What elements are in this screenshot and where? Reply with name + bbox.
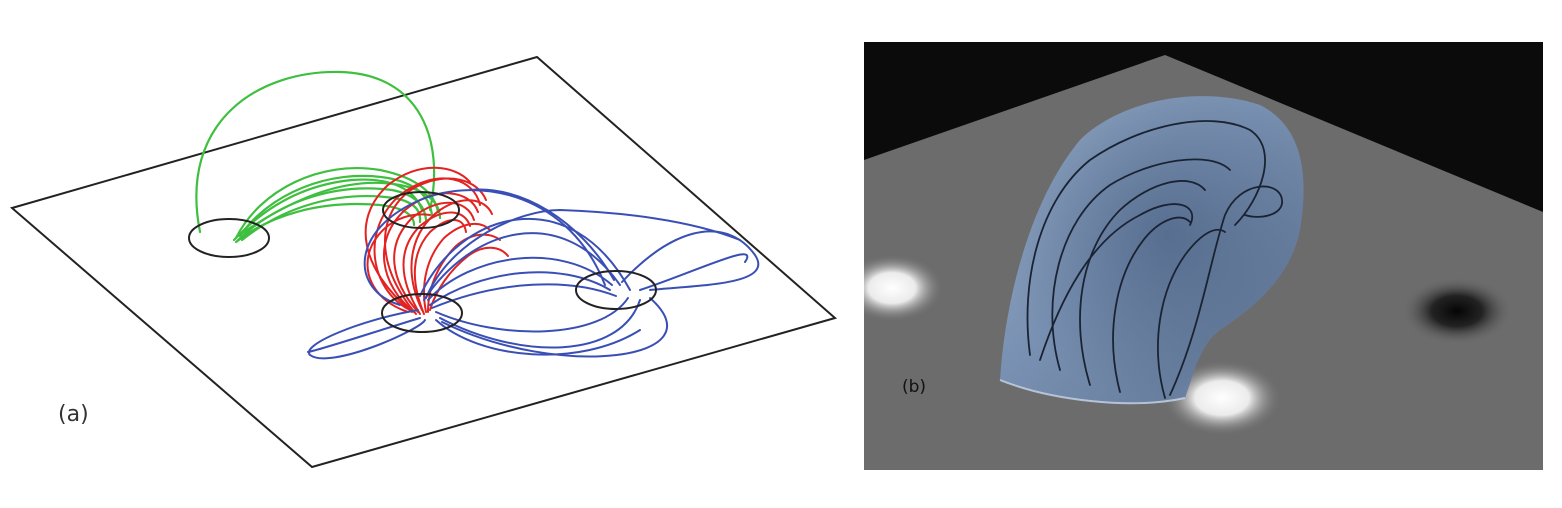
footpoint-ellipse: [381, 293, 463, 333]
footpoint-ellipse: [575, 270, 657, 310]
blue-loop: [363, 189, 606, 306]
red-loop: [393, 201, 475, 313]
panel-b: (b): [864, 42, 1543, 470]
blue-loop: [435, 297, 629, 333]
panel-a-label: (a): [58, 402, 89, 427]
blue-loop: [419, 217, 631, 297]
panel-b-label: (b): [902, 377, 926, 397]
field-line: [1157, 228, 1226, 399]
field-line: [1079, 180, 1206, 386]
red-loop: [384, 177, 487, 315]
red-loop: [413, 219, 467, 315]
blue-loop: [621, 230, 759, 291]
blue-loop: [307, 317, 421, 353]
field-line: [1112, 216, 1191, 393]
red-loop: [410, 199, 493, 311]
red-loop: [402, 211, 471, 315]
footpoint-ellipse: [188, 218, 270, 258]
dark-spot-right: [1401, 277, 1513, 345]
bright-spot-left: [864, 254, 944, 322]
field-line: [1026, 120, 1266, 356]
blue-loop: [307, 309, 426, 360]
blue-loop-system: [307, 188, 759, 360]
surface-field-lines: [1026, 120, 1283, 399]
blue-loop: [429, 271, 611, 306]
photosphere-plane: [9, 55, 838, 469]
blue-loop: [427, 256, 613, 301]
red-loop: [429, 246, 509, 311]
field-line: [1039, 203, 1193, 361]
bright-spot-bottom: [1162, 360, 1282, 436]
blue-loop: [425, 208, 741, 299]
green-loop: [236, 181, 442, 238]
blue-loop: [435, 319, 641, 356]
blue-loop: [431, 283, 617, 309]
blue-loop: [441, 297, 668, 358]
green-loop-system: [195, 70, 442, 244]
field-line: [1169, 185, 1283, 396]
dome-rim-highlight: [999, 379, 1186, 405]
field-line: [1051, 158, 1231, 371]
green-loop: [195, 70, 436, 234]
red-loop: [383, 192, 479, 313]
blue-loop: [423, 232, 621, 301]
red-loop: [364, 166, 471, 313]
blue-loop: [639, 253, 749, 291]
blue-loop: [439, 299, 641, 349]
panel-a: (a): [9, 55, 838, 469]
footpoint-ellipse: [382, 191, 460, 229]
